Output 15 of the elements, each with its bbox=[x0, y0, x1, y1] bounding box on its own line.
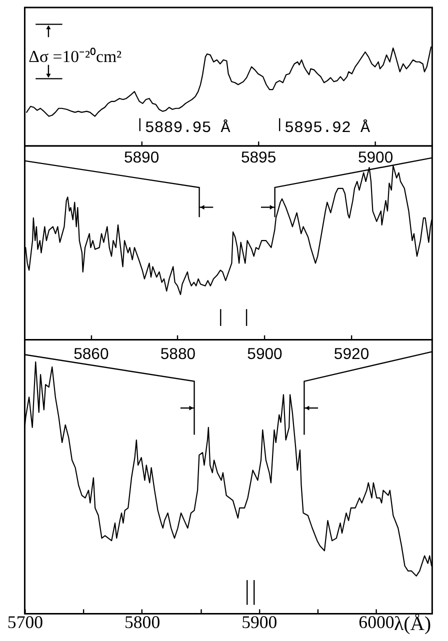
x-tick-label: 5860 bbox=[74, 346, 109, 364]
x-tick-label: 5895 bbox=[240, 149, 276, 166]
ref-line-label: 5895.92 Å bbox=[284, 119, 370, 138]
ref-line-label: 5889.95 Å bbox=[144, 119, 231, 138]
x-axis-title: λ(Å) bbox=[394, 613, 432, 636]
x-tick-label: 5800 bbox=[124, 612, 160, 632]
x-tick-label: 5900 bbox=[242, 612, 278, 632]
x-tick-label: 5900 bbox=[247, 346, 283, 364]
x-tick-label: 5700 bbox=[7, 612, 44, 632]
annotation: Δσ =10⁻²⁰cm² bbox=[28, 46, 122, 66]
x-tick-label: 5920 bbox=[334, 346, 370, 364]
x-tick-label: 5880 bbox=[160, 346, 196, 364]
x-tick-label: 5900 bbox=[358, 149, 394, 166]
x-tick-label: 6000 bbox=[358, 612, 394, 632]
x-tick-label: 5890 bbox=[124, 149, 160, 166]
